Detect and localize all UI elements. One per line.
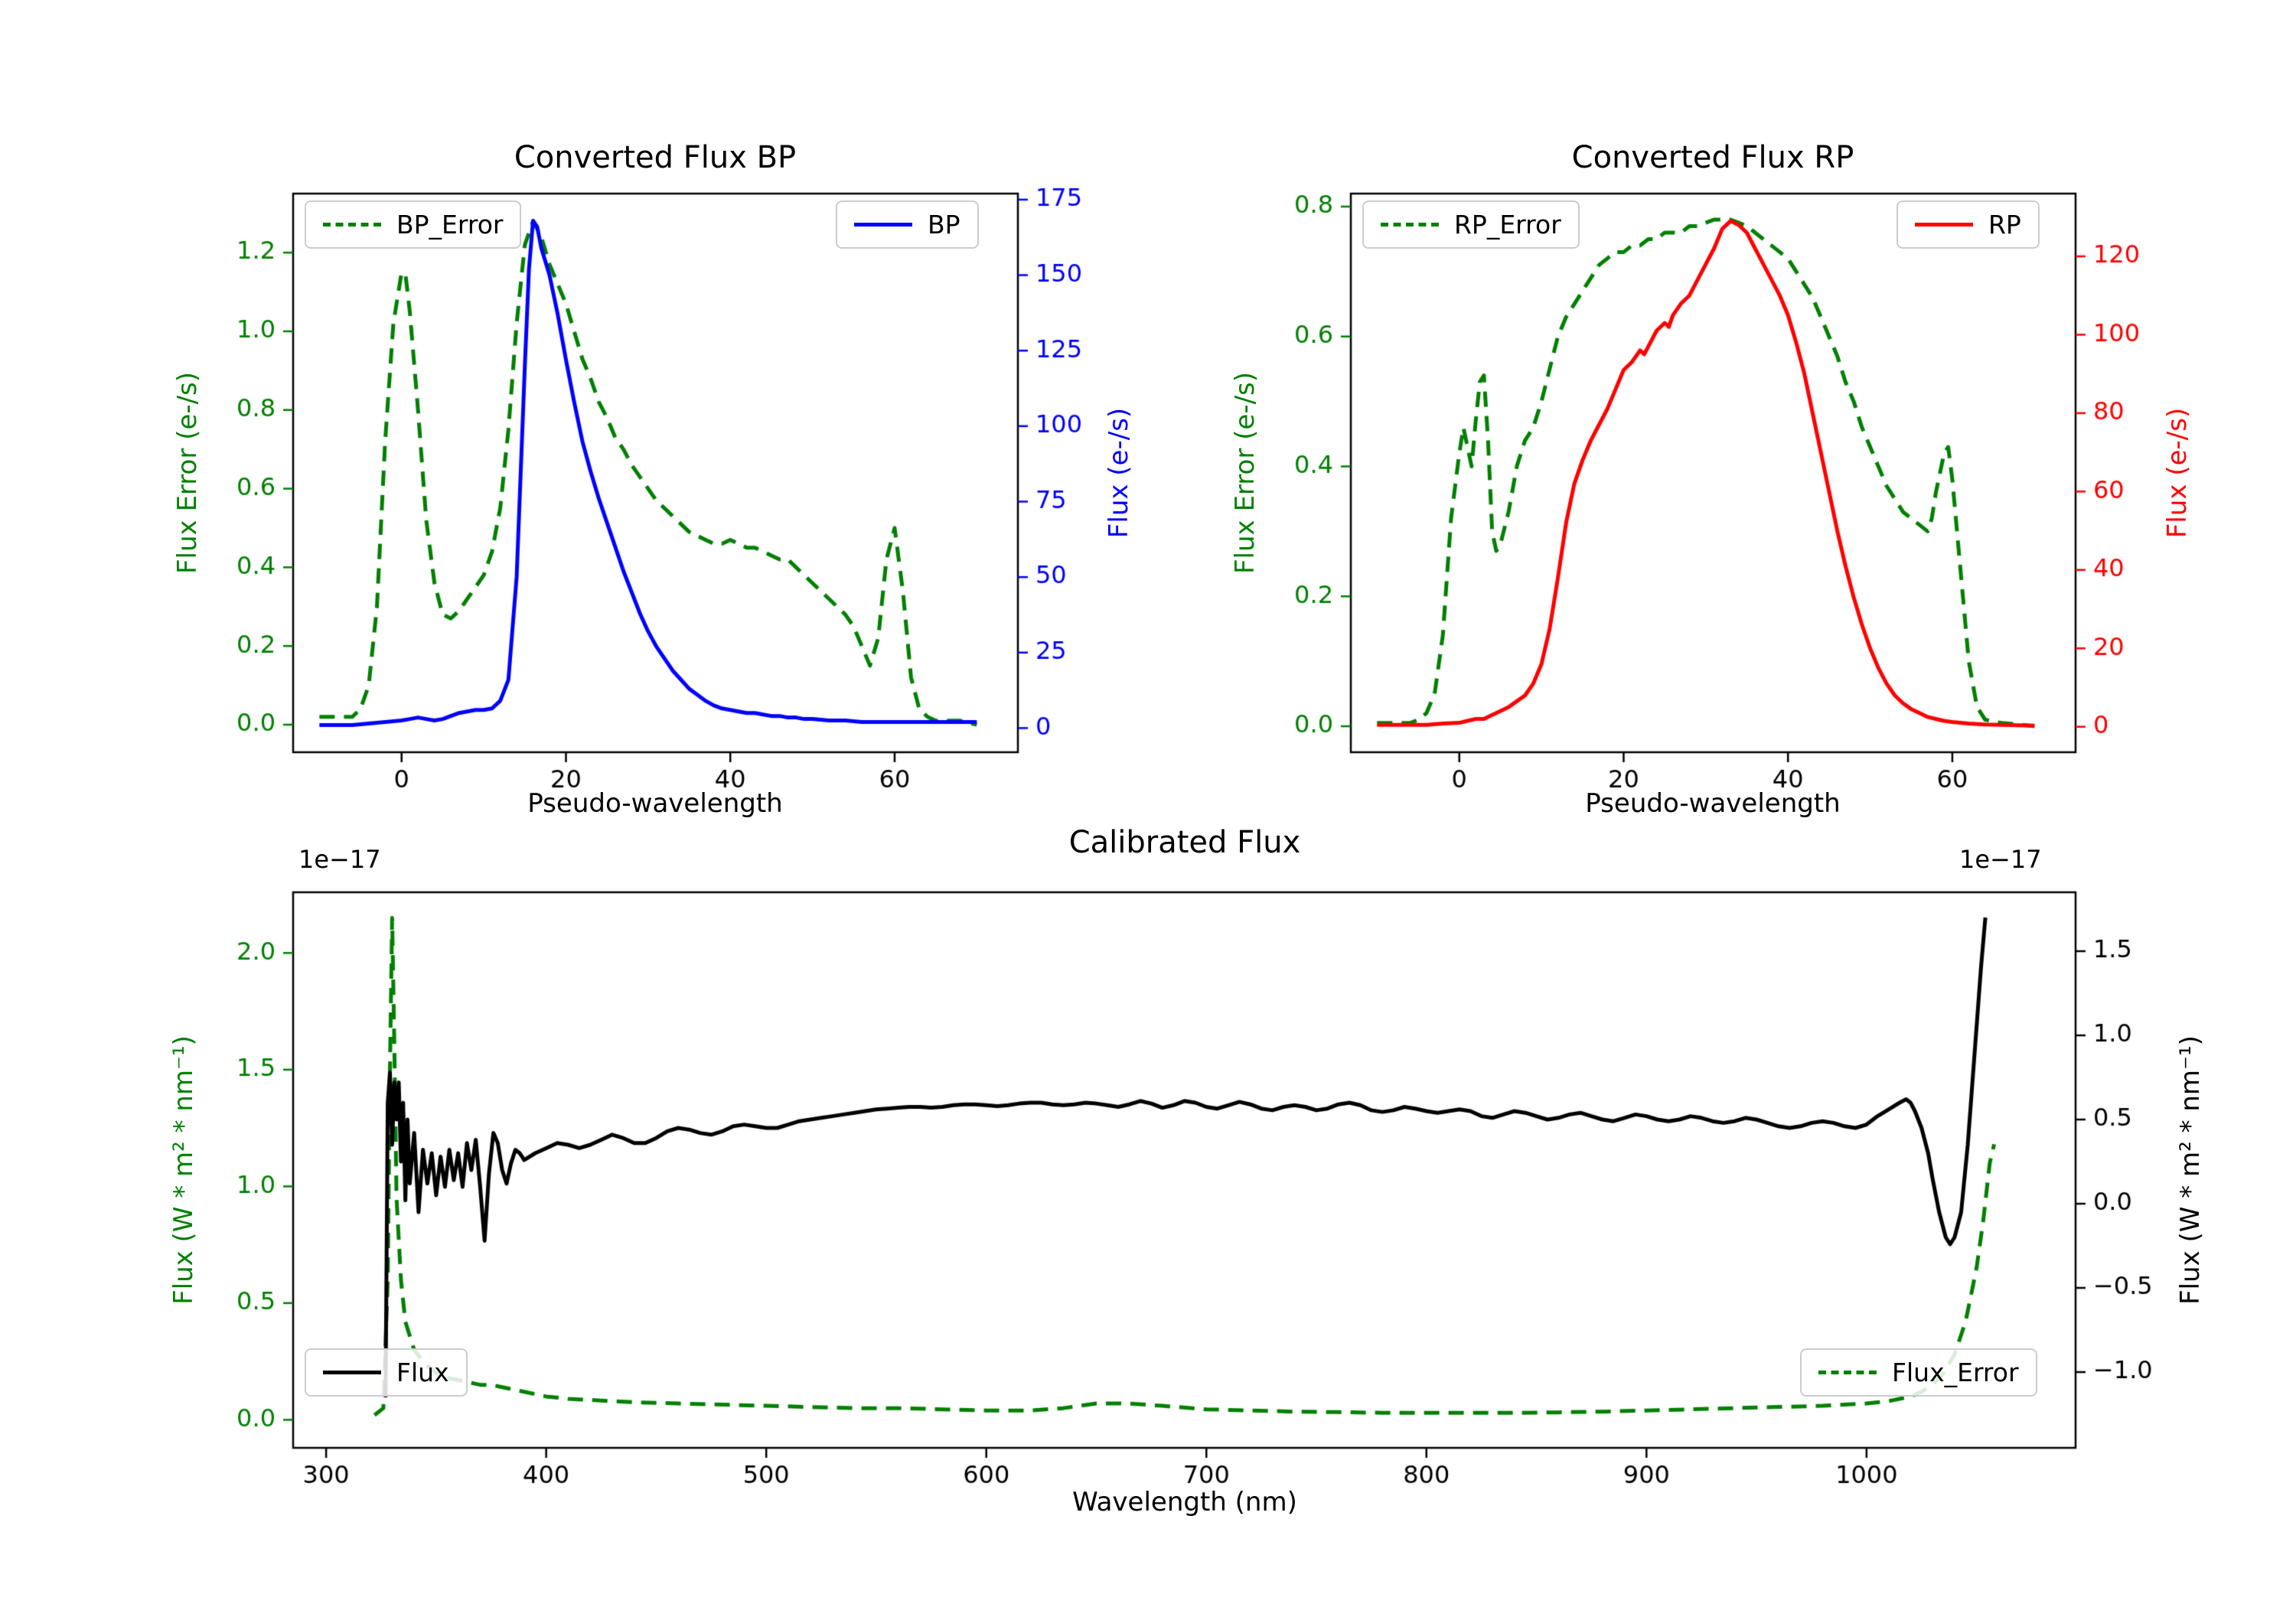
rp-legend: RP bbox=[1896, 200, 2040, 249]
dashed-line-icon bbox=[1818, 1371, 1877, 1374]
calibrated-right-yaxis-label: Flux (W * m² * nm⁻¹) bbox=[2175, 1035, 2206, 1305]
flux-error-legend: Flux_Error bbox=[1800, 1348, 2037, 1397]
rp-error-legend: RP_Error bbox=[1362, 200, 1580, 249]
legend-label: BP_Error bbox=[396, 210, 504, 240]
dashed-line-icon bbox=[1381, 223, 1439, 227]
solid-line-icon bbox=[1915, 223, 1973, 227]
calibrated-chart-title: Calibrated Flux bbox=[1068, 825, 1301, 860]
legend-label: RP_Error bbox=[1454, 210, 1561, 240]
legend-label: RP bbox=[1988, 210, 2021, 240]
rp-xaxis-label: Pseudo-wavelength bbox=[1585, 788, 1841, 819]
rp-chart-title: Converted Flux RP bbox=[1571, 140, 1854, 175]
legend-label: Flux bbox=[396, 1358, 449, 1387]
bp-error-legend: BP_Error bbox=[305, 200, 522, 249]
calibrated-left-yaxis-label: Flux (W * m² * nm⁻¹) bbox=[168, 1035, 199, 1305]
bp-xaxis-label: Pseudo-wavelength bbox=[527, 788, 783, 819]
bp-chart-title: Converted Flux BP bbox=[514, 140, 797, 175]
calibrated-xaxis-label: Wavelength (nm) bbox=[1072, 1487, 1297, 1517]
bp-legend: BP bbox=[836, 200, 979, 249]
rp-left-yaxis-label: Flux Error (e-/s) bbox=[1230, 371, 1261, 575]
rp-right-yaxis-label: Flux (e-/s) bbox=[2162, 407, 2193, 539]
bp-right-yaxis-label: Flux (e-/s) bbox=[1104, 407, 1134, 539]
dashed-line-icon bbox=[323, 223, 381, 227]
flux-legend: Flux bbox=[305, 1348, 468, 1397]
legend-label: BP bbox=[928, 210, 960, 240]
left-axis-offset-text: 1e−17 bbox=[298, 845, 381, 874]
solid-line-icon bbox=[854, 223, 912, 227]
solid-line-icon bbox=[323, 1371, 381, 1374]
legend-label: Flux_Error bbox=[1892, 1358, 2019, 1387]
right-axis-offset-text: 1e−17 bbox=[1959, 845, 2042, 874]
bp-left-yaxis-label: Flux Error (e-/s) bbox=[172, 371, 203, 575]
